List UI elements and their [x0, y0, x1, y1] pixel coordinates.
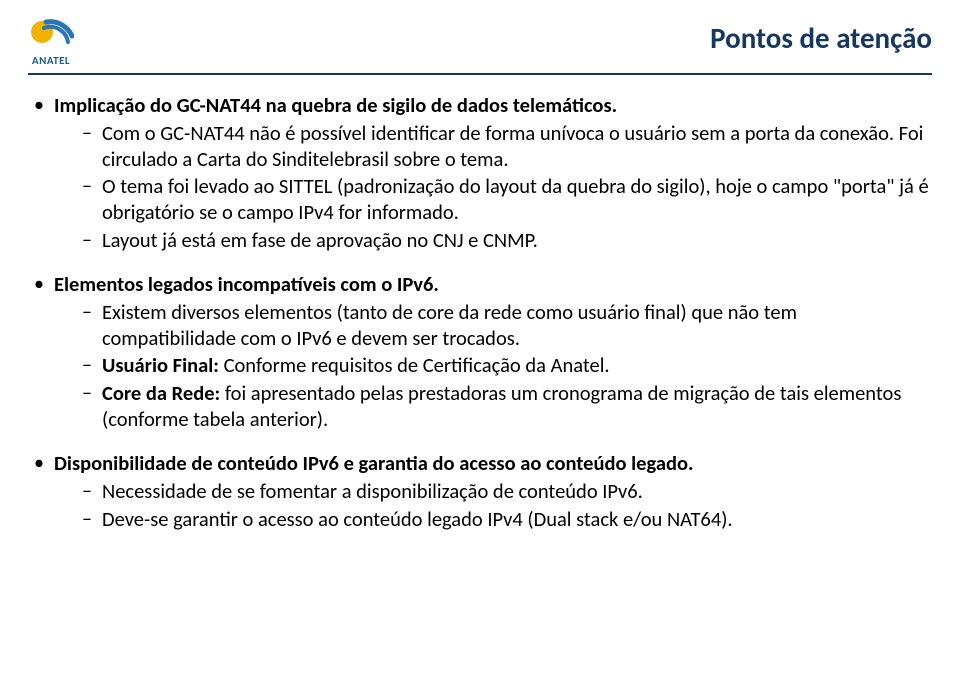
- sub-text: Existem diversos elementos (tanto de cor…: [102, 299, 797, 351]
- sub-bullet: Deve-se garantir o acesso ao conteúdo le…: [78, 507, 932, 533]
- sub-bullet: O tema foi levado ao SITTEL (padronizaçã…: [78, 174, 932, 226]
- sub-bullet: Necessidade de se fomentar a disponibili…: [78, 479, 932, 505]
- sub-text: Layout já está em fase de aprovação no C…: [102, 227, 538, 253]
- anatel-logo-icon: [28, 18, 74, 52]
- page-title: Pontos de atenção: [710, 20, 932, 56]
- sub-bullet: Core da Rede: foi apresentado pelas pres…: [78, 381, 932, 433]
- bullet-item: Disponibilidade de conteúdo IPv6 e garan…: [28, 451, 932, 532]
- sub-bullet: Usuário Final: Conforme requisitos de Ce…: [78, 353, 932, 379]
- sub-text: Com o GC-NAT44 não é possível identifica…: [102, 120, 923, 172]
- sub-bullet: Com o GC-NAT44 não é possível identifica…: [78, 121, 932, 173]
- sub-prefix: Core da Rede:: [102, 380, 225, 406]
- title-rule: [28, 73, 932, 75]
- anatel-logo-text: ANATEL: [32, 54, 70, 67]
- bullet-lead: Implicação do GC-NAT44 na quebra de sigi…: [54, 92, 617, 118]
- sub-text: Conforme requisitos de Certificação da A…: [224, 352, 610, 378]
- slide-header: ANATEL Pontos de atenção: [28, 18, 932, 67]
- bullet-item: Implicação do GC-NAT44 na quebra de sigi…: [28, 93, 932, 254]
- sub-text: Necessidade de se fomentar a disponibili…: [102, 478, 643, 504]
- sub-text: O tema foi levado ao SITTEL (padronizaçã…: [102, 173, 929, 225]
- bullet-lead: Disponibilidade de conteúdo IPv6 e garan…: [54, 450, 693, 476]
- sub-bullet: Layout já está em fase de aprovação no C…: [78, 228, 932, 254]
- anatel-logo: ANATEL: [28, 18, 74, 67]
- sub-prefix: Usuário Final:: [102, 352, 224, 378]
- slide-body: Implicação do GC-NAT44 na quebra de sigi…: [28, 93, 932, 532]
- bullet-lead: Elementos legados incompatíveis com o IP…: [54, 271, 439, 297]
- bullet-item: Elementos legados incompatíveis com o IP…: [28, 272, 932, 433]
- sub-text: Deve-se garantir o acesso ao conteúdo le…: [102, 506, 733, 532]
- sub-bullet: Existem diversos elementos (tanto de cor…: [78, 300, 932, 352]
